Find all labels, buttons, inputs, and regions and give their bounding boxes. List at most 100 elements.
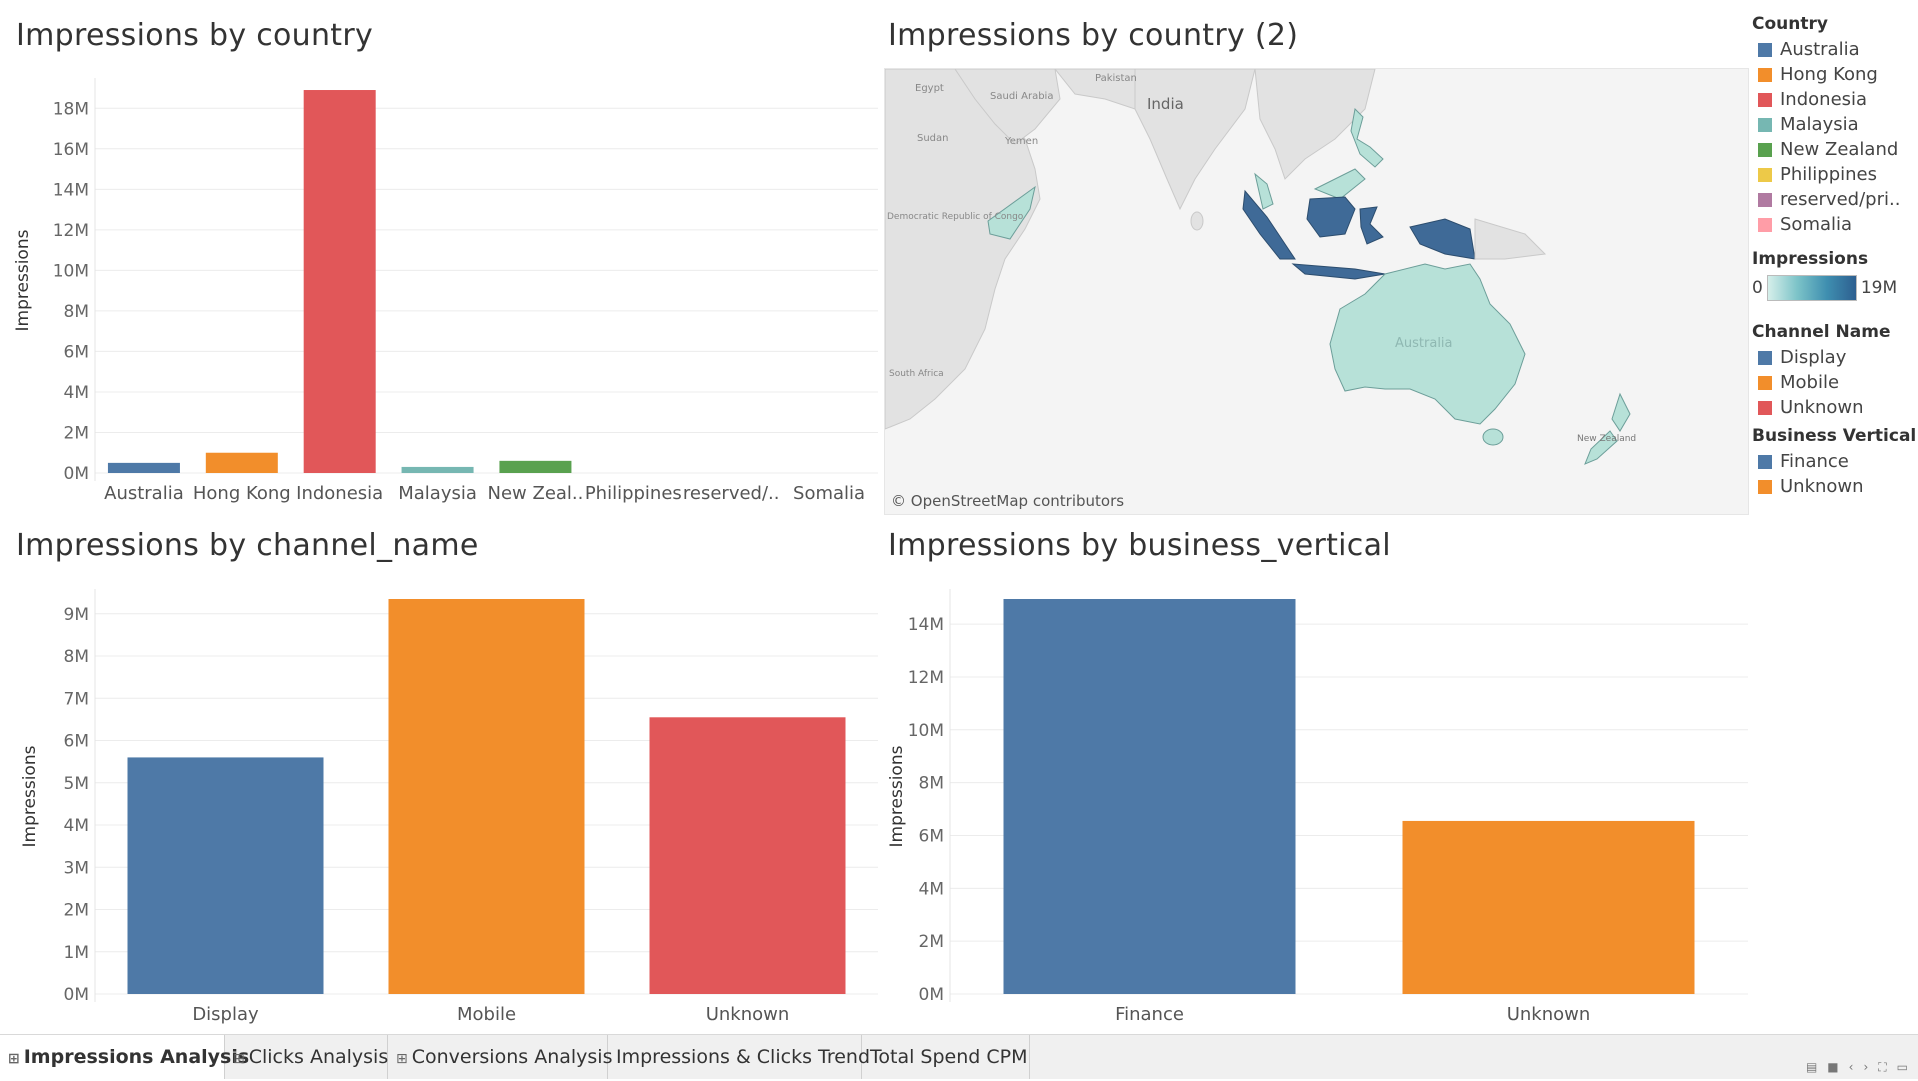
legend-label: Hong Kong [1780,64,1878,85]
legend-label: Australia [1780,39,1860,60]
tab-impressions-analysis[interactable]: ⊞ Impressions Analysis [0,1035,249,1079]
impressions-gradient [1766,275,1857,301]
filmstrip-icon[interactable]: ■ [1827,1060,1839,1074]
legend-label: Finance [1780,451,1849,472]
country-legend-item[interactable]: New Zealand [1752,137,1918,162]
present-icon[interactable]: ▭ [1896,1060,1908,1074]
map-region-indonesia-sulawesi [1359,206,1384,245]
legend-swatch [1758,192,1772,207]
y-tick-label: 3M [64,858,89,878]
vertical-legend-item[interactable]: Unknown [1752,474,1918,499]
x-tick-label: Mobile [457,1004,516,1025]
y-tick-label: 16M [53,140,89,160]
y-tick-label: 9M [64,605,89,625]
legend-impressions-title: Impressions [1752,249,1869,269]
legend-swatch [1758,454,1772,469]
map-region-new-zealand-south [1584,430,1618,465]
grid-view-icon[interactable]: ▤ [1805,1060,1818,1074]
channel-legend-item[interactable]: Unknown [1752,395,1918,420]
map-region-malaysia [1254,172,1274,210]
map-land-sri-lanka [1190,211,1204,231]
country-legend-item[interactable]: Australia [1752,37,1918,62]
bar-finance[interactable] [1003,599,1296,994]
y-tick-label: 2M [64,423,89,443]
country-map[interactable]: Egypt Saudi Arabia Pakistan India Sudan … [884,68,1749,515]
map-land-png [1474,218,1547,260]
dashboard-tab-bar: ⊞ Impressions Analysis ⊞ Clicks Analysis ⊞ Co… [0,1034,1918,1079]
y-tick-label: 10M [53,261,89,281]
map-label-south-africa: South Africa [889,369,944,379]
legend-swatch [1758,167,1772,182]
y-tick-label: 0M [64,985,89,1005]
country-legend-item[interactable]: Philippines [1752,162,1918,187]
scale-max-label: 19M [1860,278,1898,298]
map-attribution[interactable]: © OpenStreetMap contributors [891,492,1125,510]
channel-bar-chart[interactable]: 0M 1M 2M 3M 4M 5M 6M 7M 8M 9M Impressions Display Mo… [0,575,880,1030]
map-region-indonesia-borneo [1306,196,1356,238]
vertical-legend-item[interactable]: Finance [1752,449,1918,474]
impressions-color-scale: 0 19M [1752,272,1918,304]
country-legend-item[interactable]: Hong Kong [1752,62,1918,87]
country-legend-item[interactable]: Malaysia [1752,112,1918,137]
map-title: Impressions by country (2) [888,18,1299,53]
legend-swatch [1758,92,1772,107]
country-bar-chart[interactable]: 0M 2M 4M 6M 8M 10M 12M 14M 16M 18M Impressions Aust… [0,60,880,515]
map-land-arabia [954,69,1061,145]
map-region-indonesia-java [1291,263,1386,280]
y-tick-label: 8M [64,647,89,667]
tab-clicks-analysis[interactable]: ⊞ Clicks Analysis [225,1035,388,1079]
tab-impressions-clicks-trend[interactable]: Impressions & Clicks Trend [608,1035,870,1079]
bar-display[interactable] [127,757,324,994]
bar-unknown[interactable] [1402,820,1695,994]
fullscreen-icon[interactable]: ⛶ [1878,1060,1887,1074]
legend-swatch [1758,350,1772,365]
x-tick-label: Malaysia [398,483,477,504]
y-tick-label: 1M [64,943,89,963]
map-land-india [1134,69,1256,211]
bar-indonesia[interactable] [303,90,376,474]
vertical-bar-chart[interactable]: 0M 2M 4M 6M 8M 10M 12M 14M Impressions Finance Unk… [880,575,1750,1030]
legend-panel: Country Australia Hong Kong Indonesia Malay… [1752,12,1918,499]
channel-legend-item[interactable]: Mobile [1752,370,1918,395]
bar-malaysia[interactable] [401,466,474,473]
map-label-india: India [1147,95,1184,113]
toolbar-controls: ▤ ■ ‹ › ⛶ ▭ [1806,1060,1908,1075]
tab-total-spend-cpm[interactable]: Total Spend CPM [862,1035,1030,1079]
country-legend-item[interactable]: Indonesia [1752,87,1918,112]
map-region-australia [1329,263,1526,425]
bar-mobile[interactable] [388,599,585,994]
map-label-new-zealand: New Zealand [1577,434,1636,444]
channel-chart-title: Impressions by channel_name [16,528,479,563]
bar-hong-kong[interactable] [205,452,278,473]
y-tick-label: 5M [64,774,89,794]
y-axis-label: Impressions [887,745,907,847]
dashboard-icon: ⊞ [396,1051,408,1067]
legend-label: Indonesia [1780,89,1868,110]
legend-channel-title: Channel Name [1752,322,1891,342]
country-legend-item[interactable]: Somalia [1752,212,1918,237]
country-legend-item[interactable]: reserved/pri.. [1752,187,1918,212]
y-tick-label: 4M [64,816,89,836]
legend-label: Mobile [1780,372,1840,393]
legend-swatch [1758,400,1772,415]
map-label-saudi: Saudi Arabia [990,91,1053,102]
legend-swatch [1758,117,1772,132]
map-region-philippines [1350,107,1384,168]
y-tick-label: 0M [919,985,944,1005]
y-tick-label: 14M [908,615,944,635]
bar-unknown[interactable] [649,717,846,994]
y-tick-label: 8M [64,302,89,322]
prev-arrow-icon[interactable]: ‹ [1848,1060,1854,1074]
bar-australia[interactable] [107,462,180,473]
bar-new-zeal-[interactable] [499,460,572,473]
y-tick-label: 0M [64,464,89,484]
map-label-yemen: Yemen [1004,136,1038,147]
next-arrow-icon[interactable]: › [1863,1060,1869,1074]
y-tick-label: 14M [53,180,89,200]
tab-conversions-analysis[interactable]: ⊞ Conversions Analysis [388,1035,612,1079]
x-tick-label: Unknown [706,1004,790,1025]
y-tick-label: 4M [64,383,89,403]
legend-swatch [1758,142,1772,157]
channel-legend-item[interactable]: Display [1752,345,1918,370]
x-tick-label: Australia [104,483,184,504]
